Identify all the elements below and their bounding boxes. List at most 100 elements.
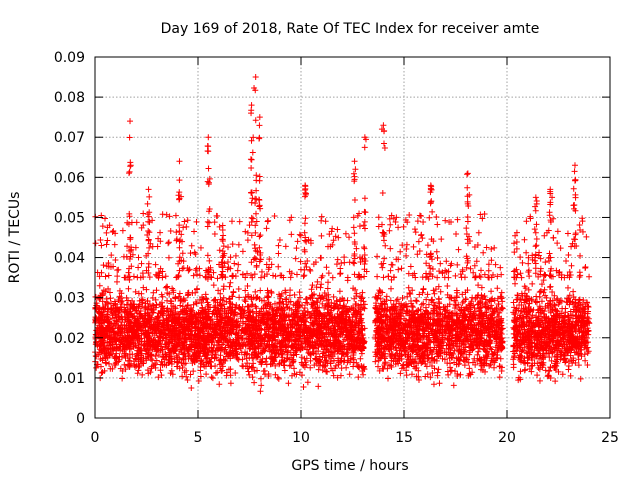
data-point	[307, 267, 314, 274]
data-point	[235, 261, 242, 268]
data-point	[435, 366, 442, 373]
data-point	[146, 274, 153, 281]
data-point	[157, 229, 164, 236]
data-point	[301, 272, 308, 279]
data-point	[329, 274, 336, 281]
data-point	[125, 269, 132, 276]
data-point	[308, 286, 315, 293]
data-point	[123, 301, 130, 308]
data-point	[140, 284, 147, 291]
data-point	[353, 290, 360, 297]
data-point	[125, 285, 132, 292]
data-point	[115, 266, 122, 273]
data-point	[275, 375, 282, 382]
data-point	[135, 254, 142, 261]
data-point	[264, 293, 271, 300]
data-point	[275, 263, 282, 270]
data-point	[263, 225, 270, 232]
data-point	[103, 360, 110, 367]
data-point	[496, 374, 503, 381]
data-point	[337, 270, 344, 277]
data-point	[250, 360, 257, 367]
data-point	[183, 223, 190, 230]
data-point	[317, 254, 324, 261]
data-point	[336, 305, 343, 312]
data-point	[318, 213, 325, 220]
data-point	[282, 243, 289, 250]
data-point	[236, 218, 243, 225]
data-point	[230, 289, 237, 296]
data-point	[211, 230, 218, 237]
data-point	[294, 238, 301, 245]
data-point	[257, 388, 264, 395]
data-point	[397, 370, 404, 377]
data-point	[172, 212, 179, 219]
data-point	[319, 350, 326, 357]
data-point	[165, 239, 172, 246]
data-point	[102, 273, 109, 280]
data-point	[213, 212, 220, 219]
data-point	[353, 245, 360, 252]
data-point	[413, 298, 420, 305]
data-point	[334, 226, 341, 233]
data-point	[302, 299, 309, 306]
data-point	[341, 259, 348, 266]
data-point	[317, 284, 324, 291]
data-point	[93, 364, 100, 371]
data-point	[330, 293, 337, 300]
data-point	[228, 218, 235, 225]
data-point	[167, 228, 174, 235]
data-point	[488, 288, 495, 295]
data-point	[275, 250, 282, 257]
data-point	[342, 230, 349, 237]
data-point	[307, 364, 314, 371]
data-point	[98, 242, 105, 249]
data-point	[256, 233, 263, 240]
data-point	[211, 219, 218, 226]
data-point	[106, 360, 113, 367]
data-point	[257, 287, 264, 294]
data-point	[393, 297, 400, 304]
data-point	[497, 355, 504, 362]
data-point	[103, 241, 110, 248]
data-point	[212, 369, 219, 376]
data-point	[260, 368, 267, 375]
data-point	[298, 354, 305, 361]
data-point	[388, 285, 395, 292]
data-point	[149, 357, 156, 364]
data-point	[259, 355, 266, 362]
data-point	[179, 303, 186, 310]
data-point	[235, 241, 242, 248]
data-point	[179, 250, 186, 257]
data-point	[434, 369, 441, 376]
data-point	[357, 311, 364, 318]
data-point	[119, 375, 126, 382]
data-point	[292, 255, 299, 262]
data-point	[271, 213, 278, 220]
data-point	[344, 297, 351, 304]
data-point	[334, 374, 341, 381]
data-point	[276, 237, 283, 244]
data-point	[249, 374, 256, 381]
data-point	[266, 256, 273, 263]
data-point	[119, 227, 126, 234]
data-point	[226, 283, 233, 290]
data-point	[445, 371, 452, 378]
data-point	[159, 211, 166, 218]
data-point	[214, 275, 221, 282]
data-point	[208, 374, 215, 381]
data-point	[304, 379, 311, 386]
data-point	[318, 281, 325, 288]
data-point	[154, 243, 161, 250]
data-point	[307, 295, 314, 302]
data-point	[188, 385, 195, 392]
data-point	[229, 241, 236, 248]
data-point	[140, 210, 147, 217]
data-point	[190, 368, 197, 375]
data-point	[164, 284, 171, 291]
data-point	[121, 361, 128, 368]
data-point	[216, 223, 223, 230]
data-point	[193, 218, 200, 225]
data-point	[99, 223, 106, 230]
data-point	[341, 254, 348, 261]
